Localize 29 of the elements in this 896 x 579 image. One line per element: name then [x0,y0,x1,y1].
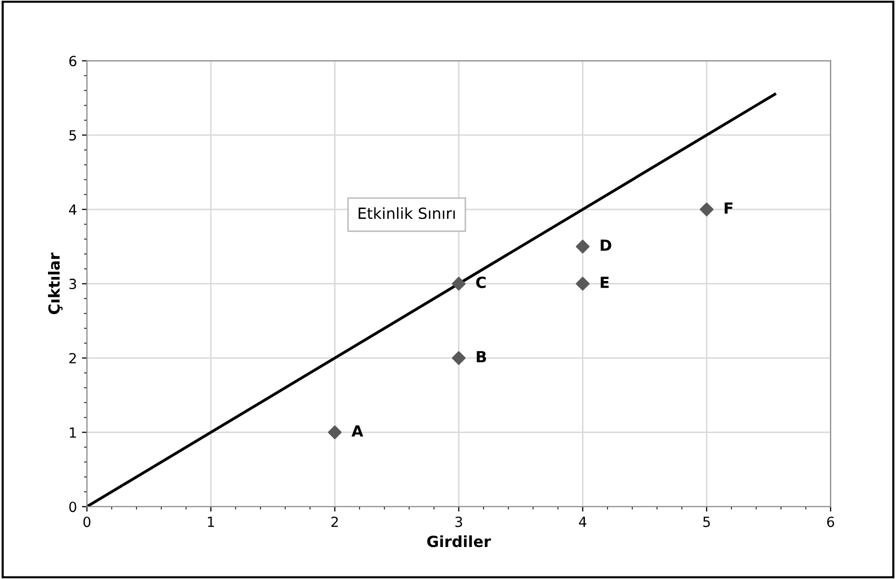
x-tick-label: 2 [331,516,338,527]
y-tick-label: 6 [69,56,76,66]
y-tick-label: 2 [69,352,76,364]
data-label: A [352,425,364,437]
x-tick-label: 1 [208,516,214,527]
x-tick-label: 6 [827,516,834,528]
data-label: B [476,351,486,362]
y-tick-label: 1 [70,427,76,438]
y-tick-label: 5 [69,130,76,141]
x-tick-label: 3 [455,516,462,528]
x-tick-label: 5 [703,516,710,528]
x-axis-title: Girdiler [427,535,492,548]
annotation: Etkinlik Sınırı [358,207,455,220]
data-label: C [476,276,486,288]
point [576,276,590,291]
point [452,276,466,291]
y-axis-title: Çıktılar [48,252,63,314]
data-label: D [600,240,612,251]
point [328,425,342,440]
point [700,202,714,216]
point [576,240,590,254]
data-label: E [600,276,609,288]
y-tick-label: 4 [69,204,76,215]
y-tick-label: 3 [69,278,76,290]
x-tick-label: 0 [83,516,90,528]
y-tick-label: 0 [69,502,76,512]
data-label: F [724,202,732,214]
point [452,351,466,365]
x-tick-label: 4 [578,516,586,527]
